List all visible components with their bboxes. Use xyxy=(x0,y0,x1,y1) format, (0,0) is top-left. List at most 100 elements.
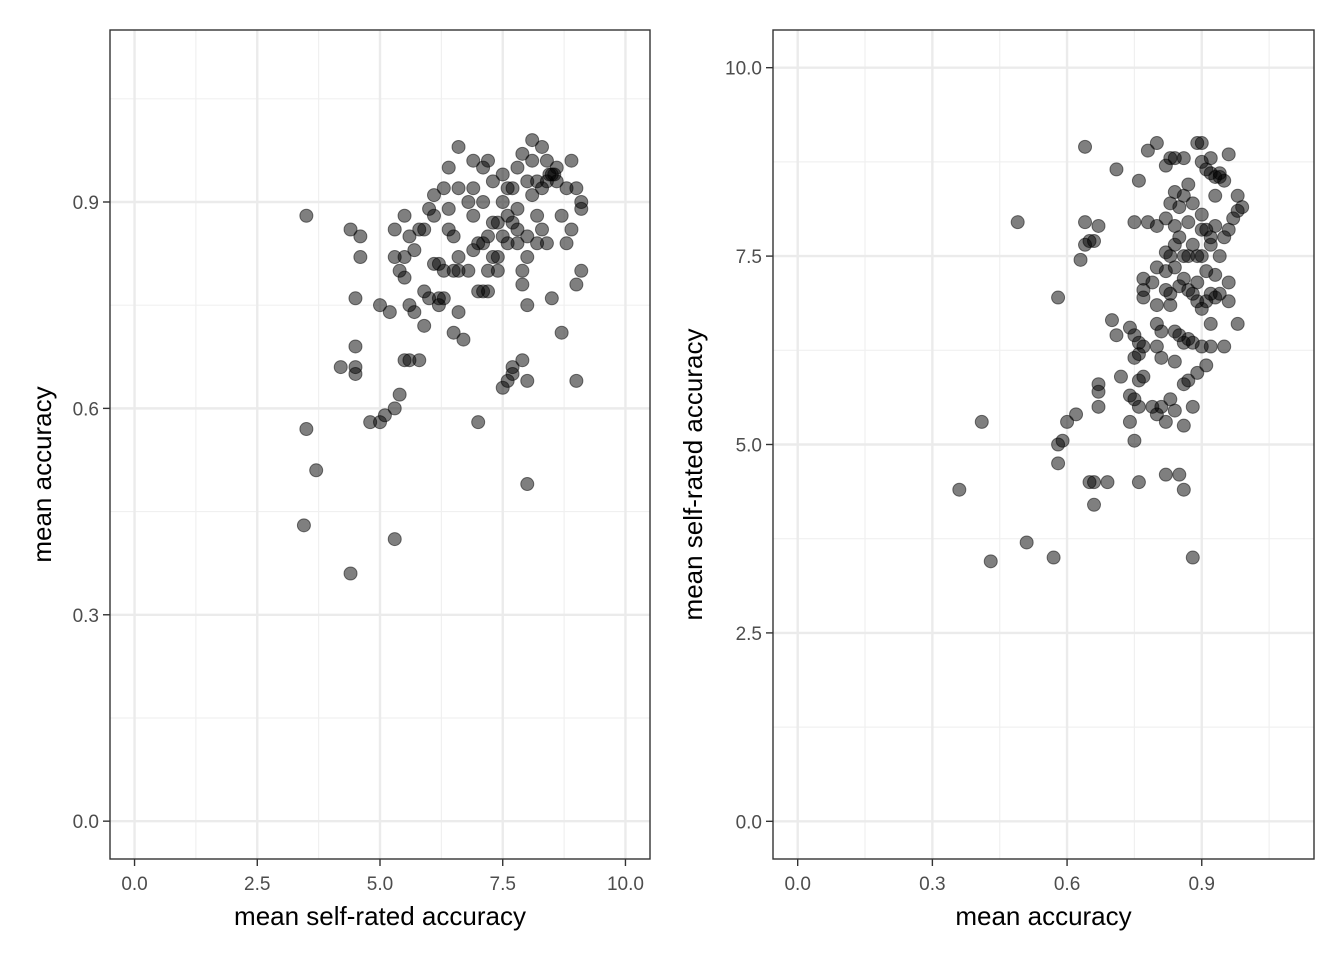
data-point xyxy=(1122,414,1137,429)
data-point xyxy=(1230,316,1245,331)
data-point xyxy=(490,263,505,278)
data-point xyxy=(495,194,510,209)
data-point xyxy=(1140,143,1155,158)
data-point xyxy=(1194,249,1209,264)
data-point xyxy=(1176,482,1191,497)
left-x-axis-ticks: 0.0 2.5 5.0 7.5 10.0 xyxy=(121,859,644,895)
data-point xyxy=(348,339,363,354)
x-tick-label: 0.6 xyxy=(1054,874,1080,895)
data-point xyxy=(436,181,451,196)
data-point xyxy=(446,229,461,244)
left-data-points xyxy=(296,133,589,581)
data-point xyxy=(1104,313,1119,328)
data-point xyxy=(1203,230,1218,245)
data-point xyxy=(348,366,363,381)
data-point xyxy=(515,277,530,292)
x-tick-label: 2.5 xyxy=(244,874,270,895)
data-point xyxy=(505,360,520,375)
data-point xyxy=(1176,418,1191,433)
y-tick-label: 7.5 xyxy=(736,247,762,268)
right-y-axis-ticks: 0.0 2.5 5.0 7.5 10.0 xyxy=(725,59,773,833)
data-point xyxy=(353,229,368,244)
data-point xyxy=(520,477,535,492)
data-point xyxy=(373,298,387,313)
data-point xyxy=(1091,218,1106,233)
data-point xyxy=(387,401,402,416)
data-point xyxy=(466,208,481,223)
data-point xyxy=(490,250,505,265)
data-point xyxy=(1087,234,1102,249)
data-point xyxy=(1212,249,1227,264)
data-point xyxy=(456,332,471,347)
data-point xyxy=(343,222,358,237)
data-point xyxy=(1010,215,1025,230)
data-point xyxy=(542,167,557,182)
data-point xyxy=(1190,365,1205,380)
data-point xyxy=(1087,475,1102,490)
data-point xyxy=(481,229,495,244)
data-point xyxy=(417,222,432,237)
data-point xyxy=(510,201,525,216)
data-point xyxy=(520,250,535,265)
data-point xyxy=(382,305,397,320)
data-point xyxy=(1221,294,1236,309)
data-point xyxy=(1087,497,1102,512)
data-point xyxy=(1109,328,1124,343)
data-point xyxy=(397,250,412,265)
data-point xyxy=(1136,339,1151,354)
data-point xyxy=(515,146,530,161)
data-point xyxy=(485,215,500,230)
data-point xyxy=(1078,139,1093,154)
data-point xyxy=(343,566,358,581)
data-point xyxy=(495,167,510,182)
data-point xyxy=(1131,475,1146,490)
data-point xyxy=(1176,151,1191,166)
data-point xyxy=(397,270,412,285)
data-point xyxy=(299,208,314,223)
data-point xyxy=(564,222,579,237)
y-tick-label: 2.5 xyxy=(736,624,762,645)
x-tick-label: 0.0 xyxy=(121,874,147,895)
data-point xyxy=(505,215,520,230)
data-point xyxy=(1190,275,1205,290)
data-point xyxy=(530,174,545,189)
right-x-axis-ticks: 0.0 0.3 0.6 0.9 xyxy=(784,859,1215,895)
data-point xyxy=(1208,169,1223,184)
data-point xyxy=(481,153,495,168)
data-point xyxy=(535,222,549,237)
data-point xyxy=(1154,399,1169,414)
data-point xyxy=(1154,324,1169,339)
data-point xyxy=(1181,215,1196,230)
right-data-points xyxy=(952,136,1250,569)
data-point xyxy=(481,284,495,299)
data-point xyxy=(1194,136,1209,151)
right-x-axis-title: mean accuracy xyxy=(955,901,1131,931)
data-point xyxy=(520,229,535,244)
y-tick-label: 10.0 xyxy=(725,59,762,80)
data-point xyxy=(983,554,998,569)
data-point xyxy=(1208,188,1223,203)
data-point xyxy=(476,194,491,209)
left-x-axis-title: mean self-rated accuracy xyxy=(234,901,526,931)
data-point xyxy=(417,318,432,333)
data-point xyxy=(1127,433,1142,448)
data-point xyxy=(451,181,466,196)
data-point xyxy=(1172,467,1187,482)
data-point xyxy=(466,181,481,196)
data-point xyxy=(466,153,481,168)
x-tick-label: 0.0 xyxy=(784,874,810,895)
data-point xyxy=(407,305,422,320)
x-tick-label: 10.0 xyxy=(607,874,644,895)
data-point xyxy=(412,353,427,368)
data-point xyxy=(466,243,481,258)
data-point xyxy=(974,414,989,429)
data-point xyxy=(554,325,569,340)
data-point xyxy=(569,277,584,292)
data-point xyxy=(1078,215,1093,230)
data-point xyxy=(1221,147,1236,162)
data-point xyxy=(515,353,530,368)
x-tick-label: 5.0 xyxy=(367,874,393,895)
data-point xyxy=(515,263,530,278)
data-point xyxy=(309,463,324,478)
